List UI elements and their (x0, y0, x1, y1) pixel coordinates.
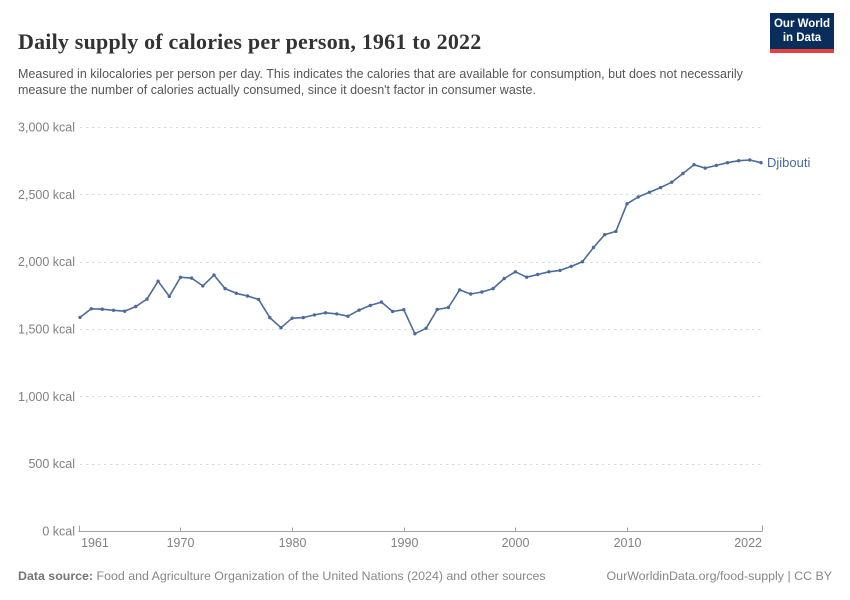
data-point[interactable] (390, 309, 395, 314)
y-axis-tick-label: 2,000 kcal (18, 255, 75, 269)
owid-logo-line1: Our World (773, 18, 830, 30)
y-axis-tick-label: 0 kcal (42, 525, 75, 539)
data-point[interactable] (402, 308, 406, 312)
data-point[interactable] (737, 159, 741, 163)
x-axis-tick-label: 1980 (279, 536, 307, 550)
data-point[interactable] (647, 190, 652, 194)
data-point[interactable] (89, 307, 93, 311)
data-point[interactable] (234, 291, 238, 295)
data-point[interactable] (290, 316, 294, 320)
data-point[interactable] (591, 245, 596, 250)
x-axis-tick-label: 1970 (167, 536, 195, 550)
data-source-label: Data source: (18, 569, 94, 583)
data-point[interactable] (558, 268, 562, 273)
chart-subtitle: Measured in kilocalories per person per … (18, 66, 743, 97)
data-point[interactable] (658, 185, 663, 190)
data-source-text: Food and Agriculture Organization of the… (93, 569, 546, 583)
x-axis-tick-label: 1961 (81, 536, 109, 550)
data-point[interactable] (614, 229, 618, 234)
data-point[interactable] (279, 326, 283, 330)
owid-logo-line2: in Data (782, 31, 822, 44)
data-point[interactable] (368, 303, 372, 308)
data-point[interactable] (714, 163, 718, 168)
data-point[interactable] (457, 288, 462, 292)
x-axis-tick-label: 2010 (614, 536, 642, 550)
data-point[interactable] (536, 272, 540, 277)
data-point[interactable] (580, 260, 585, 264)
data-point[interactable] (201, 284, 205, 288)
data-point[interactable] (323, 311, 328, 315)
y-axis-tick-label: 2,500 kcal (18, 188, 75, 202)
footer-credit: OurWorldinData.org/food-supply | CC BY (607, 568, 832, 584)
data-point[interactable] (413, 332, 417, 336)
y-axis-tick-label: 1,500 kcal (18, 323, 75, 337)
data-point[interactable] (547, 270, 551, 274)
data-point[interactable] (167, 294, 171, 299)
x-axis-tick-label: 2000 (502, 536, 530, 550)
data-point[interactable] (189, 276, 194, 280)
data-point[interactable] (335, 312, 339, 316)
chart-footer: Data source: Food and Agriculture Organi… (18, 568, 832, 584)
data-point[interactable] (480, 290, 484, 294)
y-axis-tick-label: 500 kcal (28, 457, 75, 471)
y-axis-tick-label: 3,000 kcal (18, 121, 75, 135)
data-point[interactable] (178, 275, 183, 279)
data-point[interactable] (212, 273, 216, 277)
data-point[interactable] (513, 270, 518, 274)
data-point[interactable] (748, 158, 752, 162)
data-point[interactable] (123, 309, 127, 313)
data-point[interactable] (256, 297, 261, 302)
owid-logo[interactable]: Our World in Data (770, 13, 834, 53)
data-point[interactable] (524, 275, 529, 279)
data-line-djibouti[interactable] (79, 159, 762, 335)
data-point[interactable] (346, 314, 350, 318)
data-point[interactable] (245, 294, 250, 298)
data-source-note: Data source: Food and Agriculture Organi… (18, 568, 546, 584)
data-point[interactable] (759, 161, 763, 165)
data-point[interactable] (100, 307, 105, 311)
data-point[interactable] (703, 166, 707, 170)
entity-label-djibouti[interactable]: Djibouti (767, 155, 810, 170)
data-point[interactable] (502, 276, 506, 281)
data-point[interactable] (312, 313, 317, 317)
data-point[interactable] (379, 300, 384, 304)
y-axis-tick-label: 1,000 kcal (18, 390, 75, 404)
owid-url-link[interactable]: OurWorldinData.org/food-supply (606, 569, 785, 583)
data-point[interactable] (145, 297, 149, 301)
data-point[interactable] (78, 315, 82, 320)
data-point[interactable] (301, 315, 305, 320)
page-title: Daily supply of calories per person, 196… (18, 28, 482, 54)
data-point[interactable] (670, 180, 674, 184)
data-point[interactable] (156, 279, 160, 283)
data-point[interactable] (681, 171, 685, 176)
data-point[interactable] (357, 308, 361, 312)
data-point[interactable] (625, 202, 629, 206)
data-point[interactable] (134, 304, 138, 309)
license-badge: | CC BY (784, 569, 832, 583)
data-point[interactable] (223, 286, 227, 291)
x-axis-tick-label: 2022 (734, 536, 762, 550)
data-point[interactable] (569, 264, 573, 269)
data-point[interactable] (636, 195, 640, 199)
data-point[interactable] (268, 315, 272, 320)
data-point[interactable] (435, 307, 439, 312)
data-point[interactable] (424, 326, 428, 330)
x-axis-tick-label: 1990 (391, 536, 419, 550)
data-point[interactable] (491, 286, 495, 291)
data-point[interactable] (725, 161, 730, 165)
data-point[interactable] (446, 305, 451, 310)
data-point[interactable] (692, 163, 696, 167)
data-point[interactable] (469, 292, 473, 296)
data-point[interactable] (111, 308, 116, 312)
data-point[interactable] (603, 233, 607, 237)
